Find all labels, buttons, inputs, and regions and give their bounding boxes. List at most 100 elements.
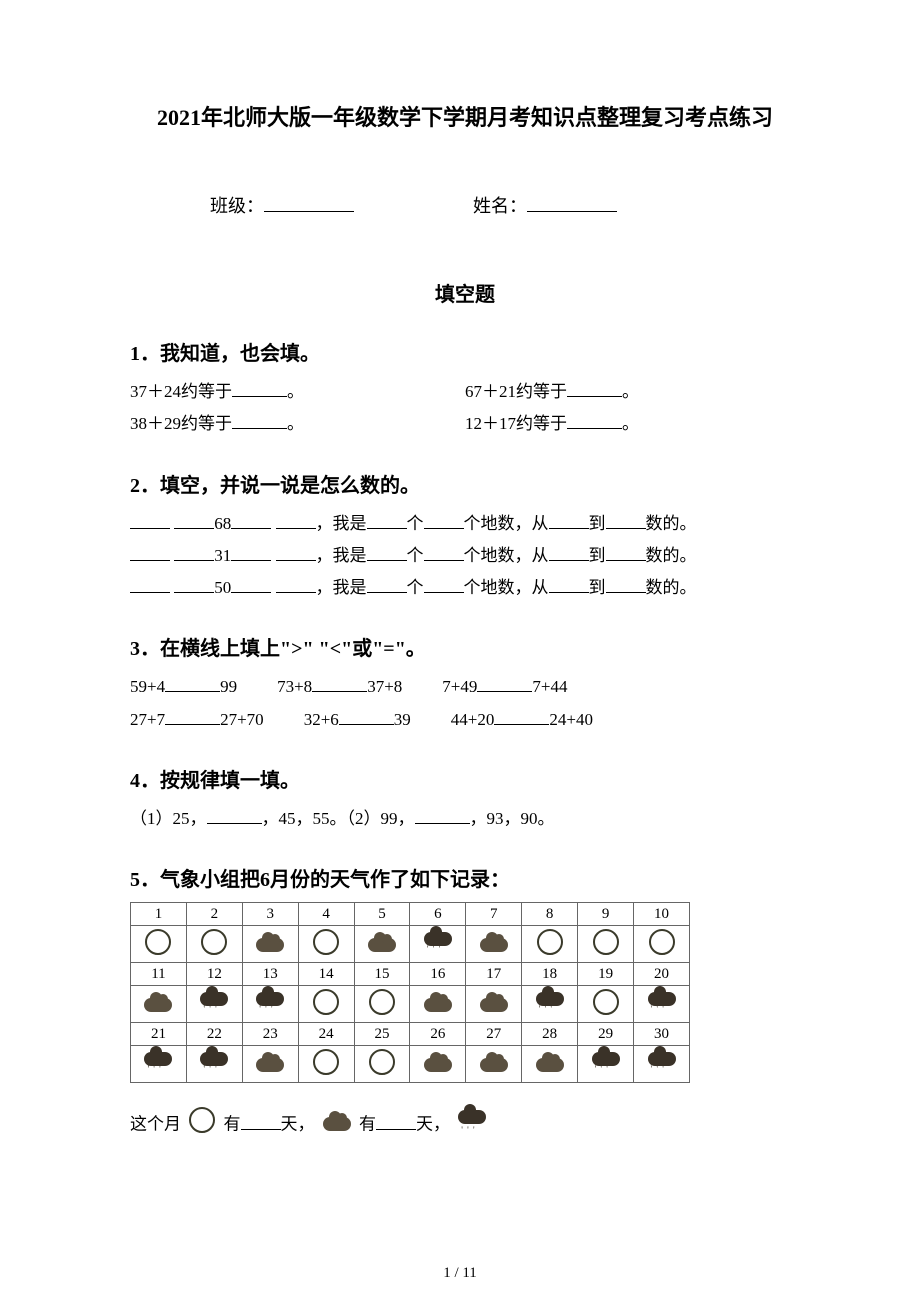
day-number: 14 — [298, 963, 354, 986]
blank[interactable] — [567, 411, 622, 429]
blank[interactable] — [424, 543, 464, 561]
day-number: 15 — [354, 963, 410, 986]
txt: 到 — [589, 514, 606, 533]
txt: ，我是 — [316, 546, 367, 565]
blank[interactable] — [231, 543, 271, 561]
day-number: 12 — [186, 963, 242, 986]
weather-cell — [131, 986, 187, 1023]
sun-icon — [313, 989, 339, 1015]
blank[interactable] — [376, 1112, 416, 1130]
day-number: 8 — [522, 903, 578, 926]
weather-cell — [522, 986, 578, 1023]
day-number: 25 — [354, 1023, 410, 1046]
blank[interactable] — [276, 543, 316, 561]
page: 2021年北师大版一年级数学下学期月考知识点整理复习考点练习 班级： 姓名： 填… — [0, 0, 920, 1302]
blank[interactable] — [494, 707, 549, 725]
sun-icon — [593, 989, 619, 1015]
sun-icon — [145, 929, 171, 955]
blank[interactable] — [477, 674, 532, 692]
blank[interactable] — [231, 575, 271, 593]
blank[interactable] — [207, 806, 262, 824]
day-number: 16 — [410, 963, 466, 986]
weather-cell — [410, 926, 466, 963]
q1-r0-left: 37＋24约等于 — [130, 382, 232, 401]
blank[interactable] — [130, 575, 170, 593]
day-number: 3 — [242, 903, 298, 926]
blank[interactable] — [549, 511, 589, 529]
weather-cell — [578, 1046, 634, 1083]
expr: 99 — [220, 677, 237, 696]
day-number: 5 — [354, 903, 410, 926]
info-row: 班级： 姓名： — [210, 192, 800, 218]
blank[interactable] — [367, 511, 407, 529]
rain-icon — [424, 932, 452, 946]
expr: 7+44 — [532, 677, 567, 696]
blank[interactable] — [606, 543, 646, 561]
blank[interactable] — [231, 511, 271, 529]
cloud-icon — [424, 998, 452, 1012]
txt: 到 — [589, 578, 606, 597]
name-blank[interactable] — [527, 193, 617, 212]
blank[interactable] — [130, 543, 170, 561]
blank[interactable] — [174, 543, 214, 561]
blank[interactable] — [606, 511, 646, 529]
blank[interactable] — [567, 379, 622, 397]
cloud-icon — [536, 1058, 564, 1072]
blank[interactable] — [165, 674, 220, 692]
blank[interactable] — [174, 575, 214, 593]
blank[interactable] — [232, 379, 287, 397]
blank[interactable] — [174, 511, 214, 529]
sun-icon — [201, 929, 227, 955]
class-blank[interactable] — [264, 193, 354, 212]
cloud-icon — [256, 1058, 284, 1072]
txt: 个 — [407, 546, 424, 565]
blank[interactable] — [130, 511, 170, 529]
blank[interactable] — [549, 543, 589, 561]
weather-cell — [298, 986, 354, 1023]
blank[interactable] — [415, 806, 470, 824]
txt: 个地数，从 — [464, 546, 549, 565]
txt: 数的。 — [646, 514, 697, 533]
expr: 32+6 — [304, 710, 339, 729]
page-footer: 1 / 11 — [0, 1265, 920, 1282]
blank[interactable] — [367, 543, 407, 561]
weather-cell — [242, 986, 298, 1023]
q1-r1-left: 38＋29约等于 — [130, 414, 232, 433]
weather-cell — [298, 926, 354, 963]
blank[interactable] — [312, 674, 367, 692]
sun-icon — [189, 1107, 215, 1133]
name-label: 姓名： — [473, 196, 527, 216]
expr: 37+8 — [367, 677, 402, 696]
cloud-icon — [323, 1117, 351, 1131]
txt: 个地数，从 — [464, 514, 549, 533]
day-number: 28 — [522, 1023, 578, 1046]
blank[interactable] — [424, 511, 464, 529]
rain-icon — [592, 1052, 620, 1066]
q2-line: 68 ，我是个个地数，从到数的。 — [130, 508, 800, 540]
blank[interactable] — [339, 707, 394, 725]
blank[interactable] — [549, 575, 589, 593]
blank[interactable] — [606, 575, 646, 593]
blank[interactable] — [232, 411, 287, 429]
blank[interactable] — [367, 575, 407, 593]
rain-icon — [648, 1052, 676, 1066]
blank[interactable] — [276, 575, 316, 593]
weather-cell — [466, 986, 522, 1023]
weather-cell — [242, 1046, 298, 1083]
blank[interactable] — [165, 707, 220, 725]
expr: 24+40 — [549, 710, 593, 729]
blank[interactable] — [424, 575, 464, 593]
txt: ，我是 — [316, 514, 367, 533]
q4-body: （1）25，，45，55。（2）99，，93，90。 — [130, 803, 800, 835]
cloud-icon — [480, 938, 508, 952]
blank[interactable] — [276, 511, 316, 529]
day-number: 13 — [242, 963, 298, 986]
weather-cell — [131, 1046, 187, 1083]
day-number: 7 — [466, 903, 522, 926]
txt: 数的。 — [646, 546, 697, 565]
weather-table: 1234567891011121314151617181920212223242… — [130, 902, 690, 1083]
blank[interactable] — [241, 1112, 281, 1130]
weather-cell — [578, 926, 634, 963]
cloud-icon — [144, 998, 172, 1012]
q3-body: 59+49973+837+87+497+4427+727+7032+63944+… — [130, 671, 800, 736]
